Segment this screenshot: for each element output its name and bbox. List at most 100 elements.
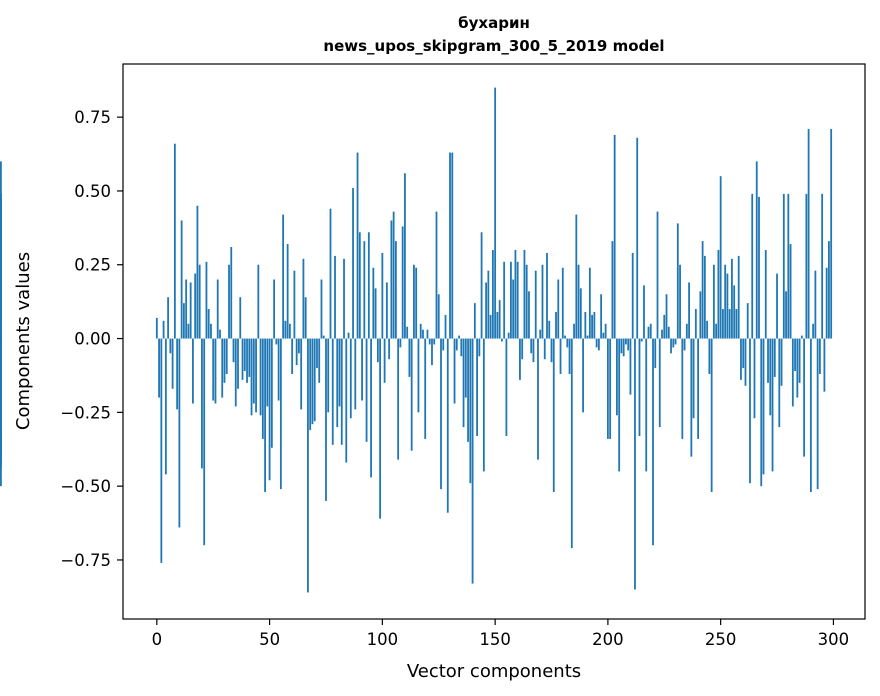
bar-177 xyxy=(555,311,557,339)
bar-21 xyxy=(203,338,206,546)
bar-226 xyxy=(665,294,668,339)
bar-225 xyxy=(663,314,666,339)
bar-undefined xyxy=(0,338,2,383)
bar-282 xyxy=(791,338,794,407)
bar-196 xyxy=(597,338,600,351)
bar-297 xyxy=(825,267,828,339)
bar-32 xyxy=(228,264,230,339)
bar-86 xyxy=(349,338,352,419)
bar-208 xyxy=(625,338,627,345)
bar-132 xyxy=(453,338,456,404)
bar-44 xyxy=(255,338,257,413)
bar-220 xyxy=(652,338,654,546)
bar-84 xyxy=(345,338,348,463)
bar-128 xyxy=(444,314,447,339)
bar-206 xyxy=(620,338,623,354)
bar-198 xyxy=(602,332,605,339)
x-tick-label: 200 xyxy=(592,630,624,649)
bar-15 xyxy=(189,282,192,339)
bar-258 xyxy=(737,255,740,339)
bar-239 xyxy=(694,309,697,339)
bar-211 xyxy=(631,252,634,339)
bar-203 xyxy=(613,134,616,339)
bar-131 xyxy=(451,152,454,339)
bar-249 xyxy=(717,249,720,339)
bar-95 xyxy=(370,338,372,478)
bar-176 xyxy=(552,338,555,493)
bar-62 xyxy=(295,338,298,366)
bar-154 xyxy=(503,261,506,339)
x-axis-ticks: 0 50 100 150 200 250 300 xyxy=(152,619,849,649)
bar-265 xyxy=(753,338,756,419)
bar-34 xyxy=(232,338,235,363)
bar-275 xyxy=(776,273,778,339)
bar-45 xyxy=(257,264,260,339)
bar-98 xyxy=(376,338,379,363)
bar-184 xyxy=(570,338,573,549)
bar-39 xyxy=(243,338,246,372)
bar-189 xyxy=(582,338,584,413)
bar-216 xyxy=(643,285,645,339)
bar-241 xyxy=(699,291,702,339)
bar-46 xyxy=(259,338,262,416)
x-tick-label: 100 xyxy=(367,630,399,649)
bar-23 xyxy=(207,309,210,339)
y-tick-label: −0.25 xyxy=(60,403,111,422)
bar-162 xyxy=(521,338,524,360)
bar-213 xyxy=(636,137,639,339)
bar-52 xyxy=(273,279,275,339)
y-tick-label: −0.50 xyxy=(60,477,111,496)
bar-261 xyxy=(744,338,747,386)
bar-145 xyxy=(482,338,485,472)
bar-37 xyxy=(239,297,242,339)
bar-85 xyxy=(347,332,350,339)
bar-143 xyxy=(478,338,481,357)
bar-260 xyxy=(742,338,745,369)
bar-156 xyxy=(507,332,510,339)
y-axis-label: Components values xyxy=(13,252,34,430)
bar-144 xyxy=(480,232,483,339)
bar-190 xyxy=(584,311,587,339)
y-tick-label: 0.00 xyxy=(74,330,111,349)
bar-18 xyxy=(196,205,199,339)
bar-214 xyxy=(638,338,641,436)
bar-217 xyxy=(645,338,648,472)
bar-277 xyxy=(780,338,783,386)
bar-117 xyxy=(419,323,422,339)
bar-83 xyxy=(343,258,345,339)
bar-27 xyxy=(216,279,219,339)
bar-113 xyxy=(410,338,413,451)
bar-110 xyxy=(404,173,406,339)
bar-234 xyxy=(683,338,686,351)
bar-42 xyxy=(250,338,253,416)
bar-16 xyxy=(192,338,194,404)
bar-288 xyxy=(805,193,808,339)
bar-141 xyxy=(473,303,476,339)
bar-72 xyxy=(318,338,321,383)
bar-75 xyxy=(325,338,327,501)
bar-212 xyxy=(634,338,636,590)
bar-142 xyxy=(476,338,478,436)
bar-114 xyxy=(413,264,415,339)
bar-123 xyxy=(433,338,436,345)
bar-170 xyxy=(539,329,542,339)
bar-245 xyxy=(708,338,711,374)
bar-60 xyxy=(291,338,294,374)
bar-185 xyxy=(573,323,575,339)
bar-146 xyxy=(485,282,487,339)
bar-253 xyxy=(726,273,729,339)
y-tick-label: 0.75 xyxy=(74,108,111,127)
bar-199 xyxy=(604,323,607,339)
x-tick-label: 0 xyxy=(152,630,163,649)
bar-252 xyxy=(724,264,727,339)
bar-202 xyxy=(611,241,614,339)
bar-53 xyxy=(275,338,278,345)
bar-171 xyxy=(541,264,544,339)
bar-197 xyxy=(600,294,603,339)
bar-157 xyxy=(510,261,512,339)
bar-187 xyxy=(577,264,580,339)
bar-59 xyxy=(288,323,291,339)
bar-149 xyxy=(491,249,494,339)
bar-49 xyxy=(266,338,269,407)
